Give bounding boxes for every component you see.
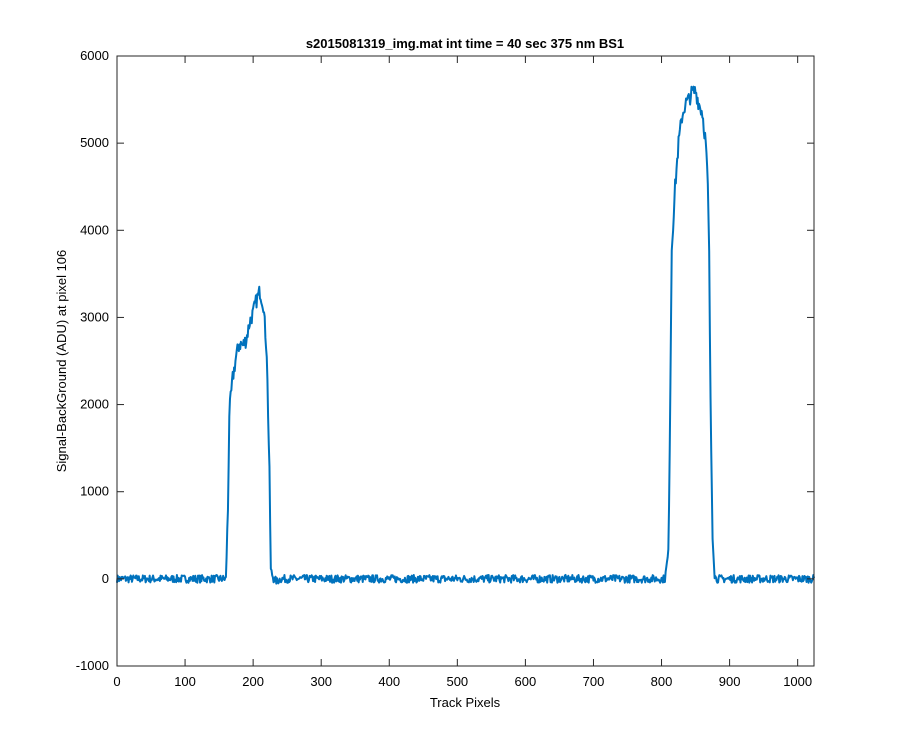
x-tick-label: 0 — [113, 674, 120, 689]
x-tick-label: 700 — [583, 674, 605, 689]
x-tick-label: 100 — [174, 674, 196, 689]
series-line — [116, 85, 815, 585]
y-tick-label: 1000 — [80, 484, 109, 499]
plot-background — [117, 56, 814, 666]
y-tick-label: 2000 — [80, 397, 109, 412]
x-axis-label: Track Pixels — [430, 695, 501, 710]
y-axis-ticks: -1000 0 1000 2000 3000 4000 5000 6000 — [76, 48, 814, 673]
series-layer — [116, 85, 815, 585]
plot-frame — [116, 55, 815, 667]
x-tick-label: 1000 — [783, 674, 812, 689]
y-tick-label: 6000 — [80, 48, 109, 63]
y-axis-label: Signal-BackGround (ADU) at pixel 106 — [54, 250, 69, 473]
x-tick-label: 400 — [378, 674, 400, 689]
y-tick-label: 4000 — [80, 222, 109, 237]
x-tick-label: 500 — [446, 674, 468, 689]
y-tick-label: 3000 — [80, 309, 109, 324]
y-tick-label: 0 — [102, 571, 109, 586]
x-axis-ticks: 0 100 200 300 400 500 600 700 800 900 1000 — [113, 56, 812, 689]
x-tick-label: 200 — [242, 674, 264, 689]
x-tick-label: 800 — [651, 674, 673, 689]
x-tick-label: 600 — [515, 674, 537, 689]
chart-title: s2015081319_img.mat int time = 40 sec 37… — [306, 36, 624, 51]
x-tick-label: 300 — [310, 674, 332, 689]
y-tick-label: -1000 — [76, 658, 109, 673]
y-tick-label: 5000 — [80, 135, 109, 150]
x-tick-label: 900 — [719, 674, 741, 689]
